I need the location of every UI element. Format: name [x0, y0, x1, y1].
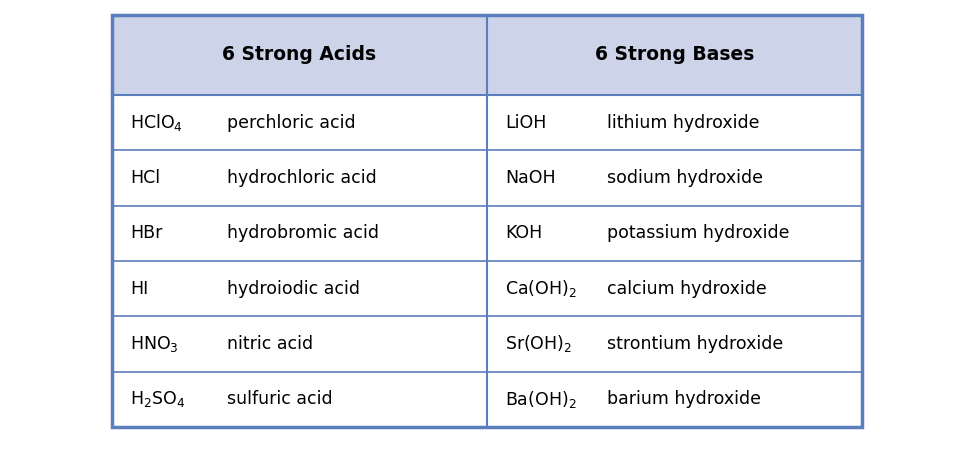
- Text: H$_2$SO$_4$: H$_2$SO$_4$: [130, 389, 185, 410]
- Text: hydrochloric acid: hydrochloric acid: [227, 169, 376, 187]
- Text: HBr: HBr: [130, 224, 163, 242]
- Text: Sr(OH)$_2$: Sr(OH)$_2$: [505, 333, 572, 354]
- Bar: [112, 15, 862, 427]
- Text: NaOH: NaOH: [505, 169, 556, 187]
- Text: strontium hydroxide: strontium hydroxide: [607, 335, 783, 353]
- Text: KOH: KOH: [505, 224, 542, 242]
- Text: HI: HI: [130, 280, 148, 298]
- Bar: [112, 15, 862, 95]
- Bar: [112, 15, 862, 427]
- Text: HCl: HCl: [130, 169, 160, 187]
- Text: 6 Strong Bases: 6 Strong Bases: [595, 46, 755, 64]
- Text: 6 Strong Acids: 6 Strong Acids: [222, 46, 376, 64]
- Text: HNO$_3$: HNO$_3$: [130, 334, 178, 354]
- Text: hydroiodic acid: hydroiodic acid: [227, 280, 360, 298]
- Text: perchloric acid: perchloric acid: [227, 114, 356, 132]
- Text: hydrobromic acid: hydrobromic acid: [227, 224, 379, 242]
- Text: potassium hydroxide: potassium hydroxide: [607, 224, 790, 242]
- Text: LiOH: LiOH: [505, 114, 546, 132]
- Text: lithium hydroxide: lithium hydroxide: [607, 114, 760, 132]
- Text: HClO$_4$: HClO$_4$: [130, 112, 183, 133]
- Text: nitric acid: nitric acid: [227, 335, 313, 353]
- Text: barium hydroxide: barium hydroxide: [607, 390, 761, 408]
- Text: sulfuric acid: sulfuric acid: [227, 390, 332, 408]
- Text: Ca(OH)$_2$: Ca(OH)$_2$: [505, 278, 577, 299]
- Text: sodium hydroxide: sodium hydroxide: [607, 169, 763, 187]
- Text: calcium hydroxide: calcium hydroxide: [607, 280, 766, 298]
- Text: Ba(OH)$_2$: Ba(OH)$_2$: [505, 389, 576, 410]
